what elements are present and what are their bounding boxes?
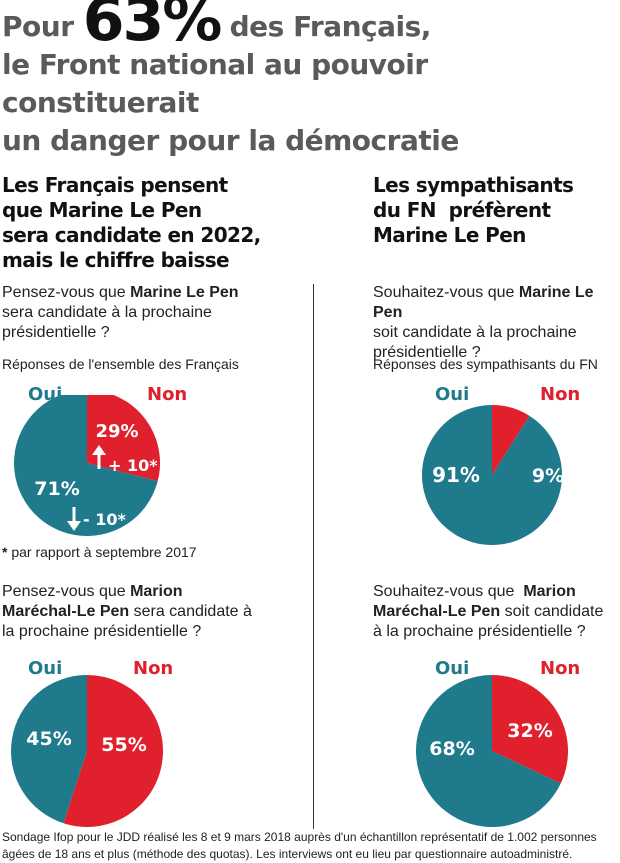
source-note: Sondage Ifop pour le JDD réalisé les 8 e… [2,830,597,861]
pie-slice-oui [416,675,561,827]
right-subtitle-line: Marine Le Pen [373,223,526,247]
arrow-up-icon [92,445,106,469]
question-text: Pensez-vous que [2,583,131,600]
title-suffix: des Français, [229,10,432,43]
title-big-number: 63% [82,0,223,55]
question-text: sera candidate à la prochaine présidenti… [2,304,212,341]
column-divider [313,284,314,829]
right-respondents-label: Réponses des sympathisants du FN [373,356,598,372]
question-text: Souhaitez-vous que [373,284,519,301]
pie-label-oui: 91% [432,463,480,487]
pie-chart-marine-fn: 91% 9% [422,405,564,545]
legend-non: Non [540,658,581,679]
question-text: soit candidate à la prochaine présidenti… [373,603,604,640]
pie-slice-oui [14,395,158,536]
page-title: Pour 63% des Français, le Front national… [2,0,618,160]
question-text: sera candidate à la prochaine présidenti… [2,603,252,640]
right-question-1: Souhaitez-vous que Marine Le Pen soit ca… [373,283,618,363]
title-line-2: le Front national au pouvoir constituera… [2,48,428,119]
title-prefix: Pour [2,10,74,43]
pie-slice-non [63,675,164,827]
pie-label-oui: 68% [429,738,474,760]
left-subtitle-line: sera candidate en 2022, [2,223,261,247]
footnote-star: * [2,544,8,560]
arrow-down-icon [67,507,81,531]
footnote-text: par rapport à septembre 2017 [7,544,197,560]
pie-chart-marion-fn: 68% 32% [416,675,568,827]
left-question-2: Pensez-vous que Marion Maréchal-Le Pen s… [2,582,252,642]
pie-label-non: 29% [95,421,138,442]
change-label-oui: - 10* [83,510,126,529]
pie-label-oui: 71% [34,478,79,500]
change-label-non: + 10* [108,456,158,475]
legend-oui: Oui [435,384,470,405]
legend-oui: Oui [435,658,470,679]
pie-label-non: 32% [507,720,552,742]
left-question-1: Pensez-vous que Marine Le Pen sera candi… [2,283,242,343]
legend-non: Non [540,384,581,405]
right-question-2: Souhaitez-vous que Marion Maréchal-Le Pe… [373,582,613,642]
title-line-3: un danger pour la démocratie [2,124,459,157]
left-subtitle-line: Les Français pensent [2,173,228,197]
left-subtitle-line: mais le chiffre baisse [2,248,230,272]
question-text: soit candidate à la prochaine présidenti… [373,324,577,361]
left-subtitle: Les Français pensent que Marine Le Pen s… [2,173,302,273]
pie-label-non: 9% [532,465,564,487]
legend-non: Non [133,658,174,679]
pie-slice-non [492,405,530,475]
legend-oui: Oui [28,658,63,679]
pie-slice-oui [11,675,87,824]
question-name: Marion Maréchal-Le Pen [373,583,576,620]
question-name: Marine Le Pen [373,284,594,321]
question-name: Marion Maréchal-Le Pen [2,583,183,620]
pie-label-non: 55% [101,734,146,756]
question-name: Marine Le Pen [130,284,239,301]
pie-slice-non [87,395,160,482]
left-respondents-label: Réponses de l'ensemble des Français [2,356,239,372]
question-text: Pensez-vous que [2,284,131,301]
pie-chart-marine-all: 29% 71% + 10* - 10* [14,395,160,536]
pie-slice-non [492,675,568,784]
pie-slice-oui [422,405,562,545]
footnote: * par rapport à septembre 2017 [2,544,197,560]
question-text: Souhaitez-vous que [373,583,524,600]
legend-non: Non [147,384,188,405]
pie-chart-marion-all: 45% 55% [11,675,164,827]
right-subtitle-line: Les sympathisants [373,173,574,197]
pie-label-oui: 45% [26,728,71,750]
left-subtitle-line: que Marine Le Pen [2,198,202,222]
right-subtitle-line: du FN préfèrent [373,198,551,222]
right-subtitle: Les sympathisants du FN préfèrent Marine… [373,173,613,248]
